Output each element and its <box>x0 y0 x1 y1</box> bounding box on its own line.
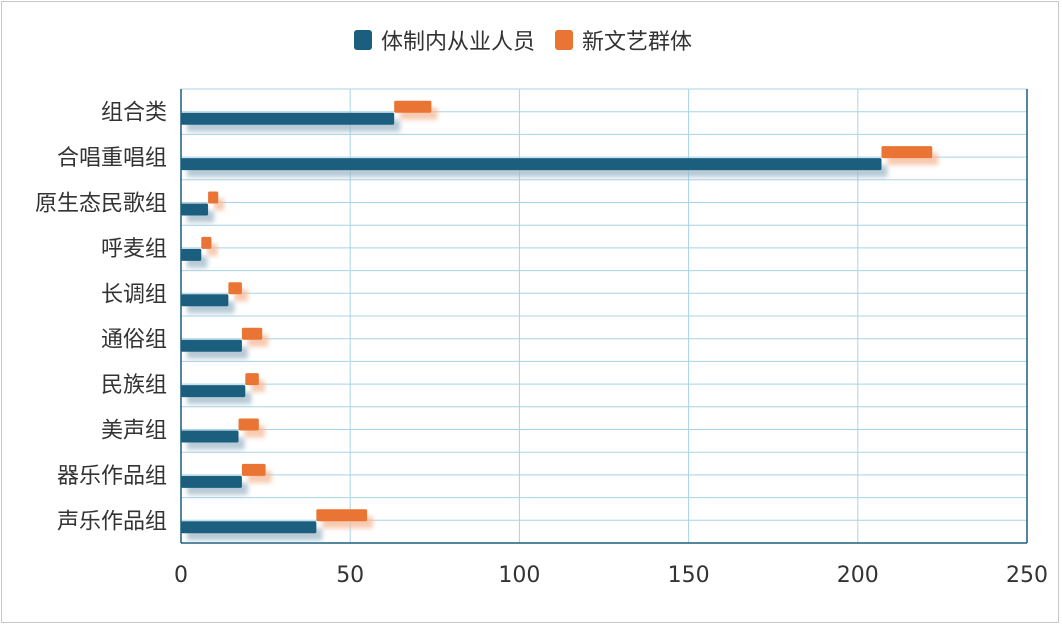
bar-新文艺群体-长调组 <box>228 282 242 295</box>
bar-体制内从业人员-声乐作品组 <box>181 521 317 534</box>
x-tick-label: 200 <box>837 563 879 588</box>
bar-体制内从业人员-美声组 <box>181 430 239 443</box>
category-label: 器乐作品组 <box>57 464 167 489</box>
x-tick-label: 0 <box>174 563 188 588</box>
x-tick-label: 50 <box>336 563 364 588</box>
category-label: 原生态民歌组 <box>35 192 167 217</box>
category-label: 美声组 <box>101 419 167 444</box>
legend-label: 新文艺群体 <box>582 30 692 55</box>
category-label: 长调组 <box>101 282 167 307</box>
category-label: 呼麦组 <box>101 237 167 262</box>
bar-体制内从业人员-呼麦组 <box>181 248 202 261</box>
bar-体制内从业人员-器乐作品组 <box>181 475 242 488</box>
category-label: 声乐作品组 <box>57 509 167 534</box>
category-label: 合唱重唱组 <box>57 146 167 171</box>
bar-新文艺群体-民族组 <box>245 373 259 386</box>
bar-新文艺群体-器乐作品组 <box>241 463 266 476</box>
bar-shadow <box>207 243 218 256</box>
category-label: 民族组 <box>101 373 167 398</box>
bar-新文艺群体-通俗组 <box>241 327 263 340</box>
bar-体制内从业人员-民族组 <box>181 385 246 398</box>
bar-体制内从业人员-长调组 <box>181 294 229 307</box>
bar-新文艺群体-呼麦组 <box>201 236 212 249</box>
bar-新文艺群体-原生态民歌组 <box>208 191 219 204</box>
bar-新文艺群体-美声组 <box>238 418 259 431</box>
bar-新文艺群体-合唱重唱组 <box>881 146 933 159</box>
bar-体制内从业人员-组合类 <box>181 112 395 125</box>
category-label: 通俗组 <box>101 328 167 353</box>
x-tick-label: 250 <box>1006 563 1048 588</box>
legend: 体制内从业人员 新文艺群体 <box>354 30 692 55</box>
x-tick-label: 100 <box>498 563 540 588</box>
x-tick-labels: 0 50 100 150 200 250 <box>174 563 1048 588</box>
category-label: 组合类 <box>101 101 167 126</box>
bar-shadow <box>214 198 225 211</box>
x-tick-label: 150 <box>668 563 710 588</box>
bar-体制内从业人员-原生态民歌组 <box>181 203 209 216</box>
legend-swatch <box>354 30 372 50</box>
legend-label: 体制内从业人员 <box>381 30 535 55</box>
legend-swatch <box>555 30 573 50</box>
bar-体制内从业人员-通俗组 <box>181 339 242 352</box>
bar-新文艺群体-组合类 <box>394 100 432 113</box>
bar-新文艺群体-声乐作品组 <box>316 509 368 522</box>
bar-体制内从业人员-合唱重唱组 <box>181 158 882 171</box>
bars <box>181 100 939 541</box>
